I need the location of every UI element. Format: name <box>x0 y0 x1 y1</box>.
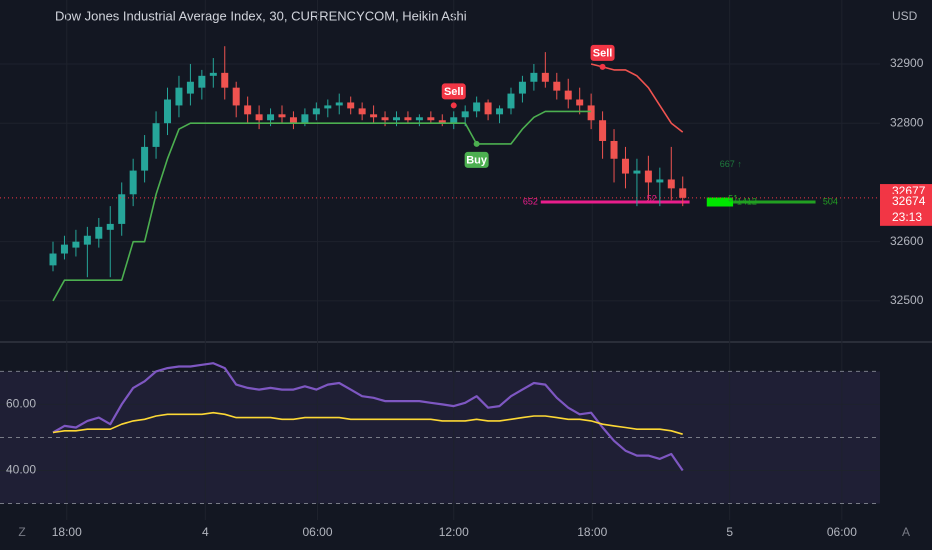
candle-body <box>95 226 103 239</box>
price-tag <box>880 193 932 226</box>
candle-body <box>679 188 687 198</box>
signal-box <box>590 44 615 61</box>
x-tick-label: 06:00 <box>827 525 857 539</box>
x-tick-label: 5 <box>726 525 733 539</box>
candle-body <box>186 81 194 94</box>
candle-body <box>129 170 137 195</box>
note: 652 <box>523 196 538 206</box>
candle-body <box>450 117 458 124</box>
candle-body <box>267 114 275 121</box>
candle-body <box>633 170 641 174</box>
candle-body <box>209 72 217 76</box>
corner-label: Z <box>18 525 25 539</box>
candle-body <box>335 102 343 106</box>
candle-body <box>312 108 320 115</box>
candle-body <box>60 244 68 254</box>
candle-body <box>118 194 126 224</box>
candle-body <box>484 102 492 115</box>
candle-body <box>438 120 446 124</box>
note: 1412 <box>737 196 757 206</box>
series-line <box>590 63 684 133</box>
y-tick-label: 32900 <box>890 56 924 70</box>
candle-body <box>621 158 629 174</box>
candle-body <box>221 72 229 88</box>
candle-body <box>392 117 400 121</box>
signal-dot <box>473 140 480 147</box>
candle-body <box>72 241 80 248</box>
candle-body <box>175 87 183 106</box>
candle-body <box>656 179 664 183</box>
signal-dot <box>450 102 457 109</box>
y-tick-label: 60.00 <box>6 397 36 411</box>
signal-label: Sell <box>593 47 613 59</box>
candle-body <box>232 87 240 106</box>
candle-body <box>587 105 595 121</box>
candle-body <box>289 117 297 124</box>
candle-body <box>553 81 561 91</box>
price-tag-label: 32674 <box>892 194 926 208</box>
signal-box <box>441 83 466 100</box>
candle-body <box>49 253 57 266</box>
candle-body <box>461 111 469 118</box>
candle-body <box>667 179 675 189</box>
x-tick-label: 18:00 <box>52 525 82 539</box>
candle-body <box>358 108 366 115</box>
candle-body <box>141 146 149 171</box>
candle-body <box>564 90 572 100</box>
y-tick-label: 40.00 <box>6 463 36 477</box>
candle-body <box>496 108 504 115</box>
signal-dot <box>599 63 606 70</box>
corner-label: A <box>902 525 910 539</box>
y-tick-label: 32600 <box>890 234 924 248</box>
series-line <box>52 411 683 435</box>
candle-body <box>152 123 160 147</box>
x-tick-label: 18:00 <box>577 525 607 539</box>
y-tick-label: 32500 <box>890 293 924 307</box>
series-line <box>52 362 684 472</box>
candle-body <box>541 72 549 82</box>
note: 504 <box>823 196 838 206</box>
note: 667 ↑ <box>720 159 742 169</box>
signal-label: Sell <box>444 86 464 98</box>
x-tick-label: 4 <box>202 525 209 539</box>
signal-label: Buy <box>466 154 488 166</box>
candle-body <box>278 114 286 118</box>
series-line <box>52 110 592 302</box>
candle-body <box>244 105 252 115</box>
candle-body <box>518 81 526 94</box>
candle-body <box>644 170 652 183</box>
candle-body <box>347 102 355 109</box>
signal-box <box>464 151 489 168</box>
candle-body <box>370 114 378 118</box>
currency: USD <box>892 9 918 23</box>
candle-body <box>610 140 618 159</box>
note: 51 <box>728 193 738 203</box>
candle-body <box>106 223 114 230</box>
x-tick-label: 12:00 <box>439 525 469 539</box>
candle-body <box>324 105 332 109</box>
candle-body <box>198 75 206 88</box>
x-tick-label: 06:00 <box>302 525 332 539</box>
candle-body <box>415 117 423 121</box>
candle-body <box>381 117 389 121</box>
countdown: 23:13 <box>892 210 922 224</box>
candle-body <box>164 99 172 124</box>
candle-body <box>301 114 309 124</box>
note: 52 <box>647 193 657 203</box>
chart-title: Dow Jones Industrial Average Index, 30, … <box>55 8 467 23</box>
candle-body <box>404 117 412 121</box>
candle-body <box>83 235 91 245</box>
candle-body <box>599 120 607 141</box>
y-tick-label: 32800 <box>890 115 924 129</box>
candle-body <box>473 102 481 112</box>
candle-body <box>255 114 263 121</box>
candle-body <box>530 72 538 82</box>
candle-body <box>507 93 515 109</box>
candle-body <box>427 117 435 121</box>
candle-body <box>576 99 584 106</box>
